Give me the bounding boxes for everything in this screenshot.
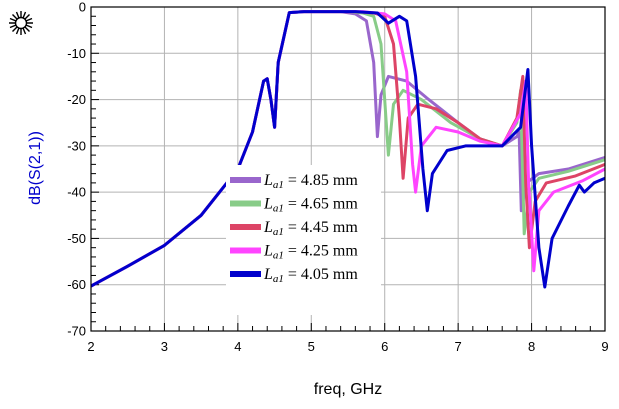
axis-ticks (90, 6, 606, 332)
series-lines (91, 10, 605, 289)
series-line (91, 10, 605, 289)
y-tick-label: -50 (67, 231, 86, 246)
y-tick-label: -40 (67, 185, 86, 200)
legend-entry: La1 = 4.25 mm (263, 243, 358, 262)
legend-entry: La1 = 4.85 mm (263, 172, 358, 191)
x-tick-label: 8 (528, 339, 535, 354)
tick-labels: 2 3 4 5 6 7 8 9 0 -10 -20 -30 -40 -50 -60 -70 (67, 0, 608, 354)
x-tick-label: 9 (601, 339, 608, 354)
plot-frame (90, 6, 606, 332)
y-tick-label: -60 (67, 277, 86, 292)
sunburst-icon (9, 11, 33, 35)
x-tick-label: 6 (381, 339, 388, 354)
y-tick-label: -30 (67, 138, 86, 153)
x-axis-title: freq, GHz (314, 381, 382, 398)
x-tick-label: 2 (87, 339, 94, 354)
x-tick-label: 7 (455, 339, 462, 354)
legend: La1 = 4.85 mm La1 = 4.65 mm La1 = 4.45 mm L… (226, 165, 381, 315)
y-tick-label: -20 (67, 92, 86, 107)
legend-box (226, 165, 381, 315)
y-tick-label: -10 (67, 46, 86, 61)
legend-entry: La1 = 4.65 mm (263, 196, 358, 215)
y-tick-label: 0 (79, 0, 86, 15)
y-axis-title: dB(S(2,1)) (27, 131, 44, 205)
x-tick-label: 4 (234, 339, 241, 354)
x-tick-label: 3 (161, 339, 168, 354)
legend-entry: La1 = 4.05 mm (263, 266, 358, 285)
x-tick-label: 5 (308, 339, 315, 354)
y-tick-label: -70 (67, 324, 86, 339)
legend-entry: La1 = 4.45 mm (263, 219, 358, 238)
